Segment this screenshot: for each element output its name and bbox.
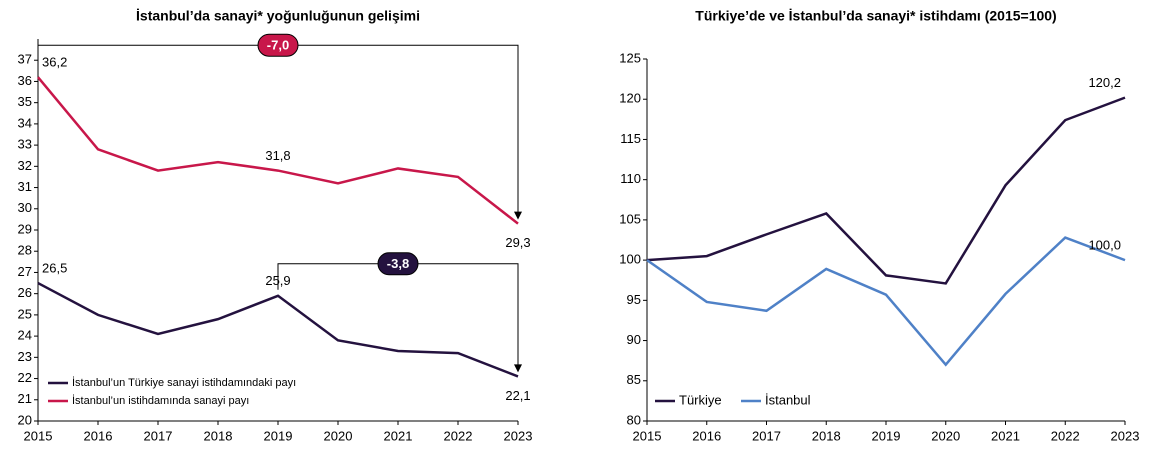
y-tick-label: 36 bbox=[18, 73, 32, 88]
data-label: 36,2 bbox=[42, 55, 67, 70]
y-tick-label: 125 bbox=[619, 50, 641, 65]
y-tick-label: 32 bbox=[18, 158, 32, 173]
x-tick-label: 2016 bbox=[84, 428, 113, 443]
x-tick-label: 2022 bbox=[1051, 428, 1080, 443]
data-label: 29,3 bbox=[505, 235, 530, 250]
data-label: 120,2 bbox=[1088, 75, 1121, 90]
annotation-arrow bbox=[514, 364, 522, 373]
annotation-text: -7,0 bbox=[267, 38, 289, 53]
x-tick-label: 2021 bbox=[384, 428, 413, 443]
x-tick-label: 2023 bbox=[1111, 428, 1140, 443]
y-tick-label: 25 bbox=[18, 306, 32, 321]
series-line bbox=[646, 236, 1126, 367]
y-tick-label: 24 bbox=[18, 328, 32, 343]
y-tick-label: 105 bbox=[619, 211, 641, 226]
chart-title: İstanbul’da sanayi* yoğunluğunun gelişim… bbox=[136, 8, 420, 24]
data-label: 26,5 bbox=[42, 260, 67, 275]
data-label: 22,1 bbox=[505, 388, 530, 403]
legend-label: İstanbul bbox=[765, 392, 811, 407]
x-tick-label: 2017 bbox=[752, 428, 781, 443]
y-tick-label: 120 bbox=[619, 91, 641, 106]
annotation-badge bbox=[377, 252, 419, 276]
data-label: 31,8 bbox=[265, 148, 290, 163]
y-tick-label: 27 bbox=[18, 264, 32, 279]
series-line bbox=[646, 96, 1126, 285]
y-tick-label: 28 bbox=[18, 243, 32, 258]
series-line bbox=[37, 76, 519, 225]
y-tick-label: 37 bbox=[18, 52, 32, 67]
y-tick-label: 34 bbox=[18, 115, 32, 130]
y-tick-label: 22 bbox=[18, 370, 32, 385]
x-tick-label: 2017 bbox=[144, 428, 173, 443]
y-tick-label: 21 bbox=[18, 391, 32, 406]
x-tick-label: 2018 bbox=[204, 428, 233, 443]
x-tick-label: 2015 bbox=[24, 428, 53, 443]
y-tick-label: 31 bbox=[18, 179, 32, 194]
annotation-text: -3,8 bbox=[387, 256, 409, 271]
x-tick-label: 2022 bbox=[444, 428, 473, 443]
x-tick-label: 2019 bbox=[872, 428, 901, 443]
y-tick-label: 26 bbox=[18, 285, 32, 300]
x-tick-label: 2020 bbox=[324, 428, 353, 443]
series-line bbox=[37, 281, 519, 378]
y-tick-label: 80 bbox=[627, 412, 641, 427]
data-label: 100,0 bbox=[1088, 238, 1121, 253]
y-tick-label: 85 bbox=[627, 372, 641, 387]
y-tick-label: 95 bbox=[627, 292, 641, 307]
x-tick-label: 2019 bbox=[264, 428, 293, 443]
annotation-badge bbox=[257, 33, 299, 57]
x-tick-label: 2015 bbox=[633, 428, 662, 443]
y-tick-label: 35 bbox=[18, 94, 32, 109]
y-tick-label: 20 bbox=[18, 412, 32, 427]
y-tick-label: 30 bbox=[18, 200, 32, 215]
x-tick-label: 2018 bbox=[812, 428, 841, 443]
x-tick-label: 2021 bbox=[991, 428, 1020, 443]
x-tick-label: 2016 bbox=[692, 428, 721, 443]
x-tick-label: 2023 bbox=[504, 428, 533, 443]
y-tick-label: 29 bbox=[18, 221, 32, 236]
y-tick-label: 100 bbox=[619, 252, 641, 267]
annotation-bracket bbox=[37, 44, 519, 214]
y-tick-label: 33 bbox=[18, 137, 32, 152]
chart-title: Türkiye’de ve İstanbul’da sanayi* istihd… bbox=[695, 8, 1056, 24]
y-tick-label: 23 bbox=[18, 349, 32, 364]
y-tick-label: 115 bbox=[620, 131, 641, 146]
y-tick-label: 110 bbox=[620, 171, 641, 186]
x-tick-label: 2020 bbox=[931, 428, 960, 443]
y-tick-label: 90 bbox=[627, 332, 641, 347]
legend-label: İstanbul’un Türkiye sanayi istihdamındak… bbox=[72, 376, 296, 389]
annotation-arrow bbox=[514, 211, 522, 220]
legend-label: İstanbul’un istihdamında sanayi payı bbox=[72, 394, 249, 407]
legend-label: Türkiye bbox=[679, 392, 722, 407]
